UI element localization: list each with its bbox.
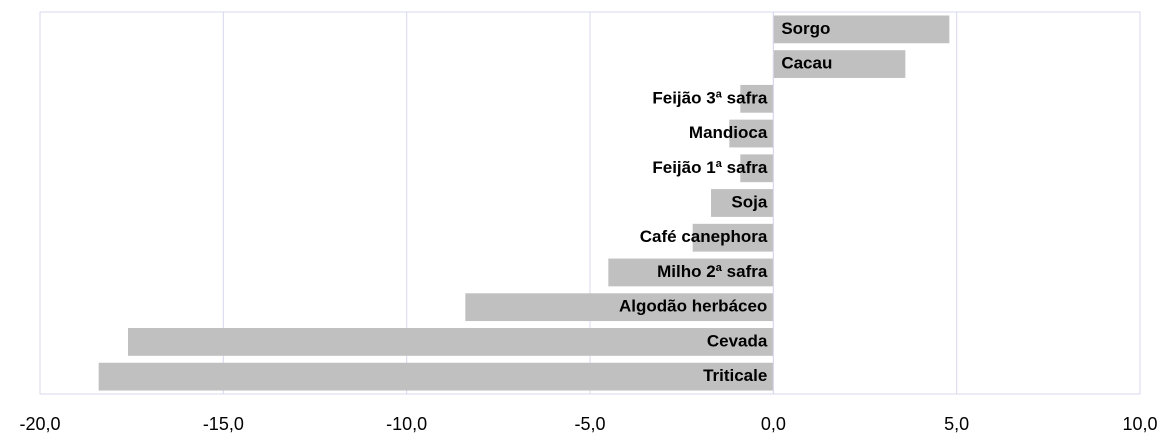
- category-label: Triticale: [703, 366, 767, 385]
- bar: [740, 154, 774, 183]
- category-label: Café canephora: [640, 227, 768, 246]
- bar: [740, 84, 774, 113]
- bar: [773, 50, 906, 78]
- bar: [98, 362, 774, 391]
- category-label: Soja: [731, 192, 767, 211]
- bar: [608, 258, 774, 287]
- x-tick-label: 5,0: [944, 414, 969, 434]
- category-label: Cevada: [707, 331, 768, 350]
- x-tick-label: -10,0: [386, 414, 427, 434]
- x-tick-label: 0,0: [761, 414, 786, 434]
- bar: [773, 15, 950, 44]
- category-label: Cacau: [781, 54, 832, 73]
- bar: [692, 223, 774, 252]
- x-tick-label: -5,0: [574, 414, 605, 434]
- x-tick-label: -20,0: [19, 414, 60, 434]
- category-label: Sorgo: [781, 19, 830, 38]
- category-label: Milho 2ª safra: [657, 262, 768, 281]
- category-label: Feijão 3ª safra: [652, 88, 768, 107]
- bar: [128, 328, 774, 356]
- x-tick-label: -15,0: [203, 414, 244, 434]
- category-label: Mandioca: [689, 123, 768, 142]
- category-label: Feijão 1ª safra: [652, 158, 768, 177]
- bar: [465, 293, 774, 322]
- bar: [729, 119, 774, 148]
- bar: [711, 189, 774, 217]
- x-tick-label: 10,0: [1122, 414, 1157, 434]
- category-label: Algodão herbáceo: [619, 297, 767, 316]
